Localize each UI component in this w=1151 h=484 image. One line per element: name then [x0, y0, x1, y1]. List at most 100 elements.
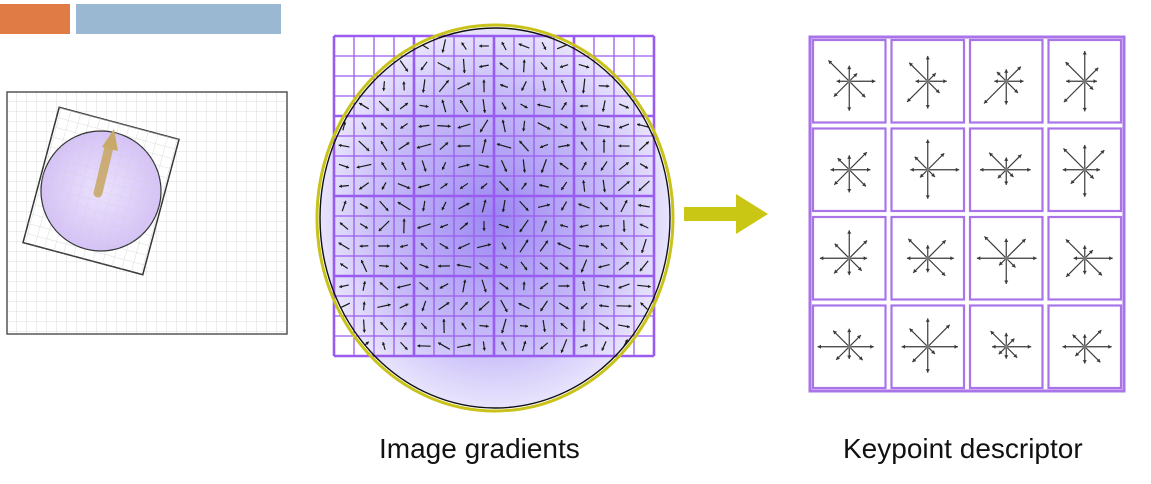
gradient-arrow [399, 244, 409, 248]
gradient-arrow [477, 243, 491, 249]
gradient-arrow [358, 102, 370, 110]
gradient-arrow [379, 200, 389, 212]
gradient-arrow [560, 181, 568, 191]
gradient-arrow [378, 220, 390, 232]
gradient-arrow [482, 341, 486, 351]
gradient-arrow [519, 219, 529, 233]
image-gradients-diagram [315, 23, 675, 413]
gradient-arrow [381, 182, 387, 190]
gradient-arrow [581, 280, 586, 292]
gradient-arrow [359, 203, 369, 209]
orientation-histogram-icon [906, 55, 947, 109]
gradient-arrow [419, 263, 429, 269]
gradient-arrow [539, 183, 549, 188]
gradient-arrow [558, 143, 570, 148]
gradient-arrow [601, 100, 606, 112]
gradient-arrow [457, 144, 471, 148]
gradient-arrow [459, 182, 469, 190]
gradient-arrow [639, 223, 649, 229]
gradient-arrow [399, 60, 409, 72]
gradient-arrow [399, 303, 409, 309]
gradient-arrow [580, 302, 588, 310]
gradient-arrow [519, 324, 529, 328]
gradient-arrow [481, 279, 487, 293]
gradient-arrow [439, 242, 449, 250]
gradient-arrow [578, 63, 590, 69]
gradient-arrow [599, 304, 609, 308]
descriptor-cell [890, 38, 966, 124]
gradient-arrow [381, 161, 387, 171]
gradient-arrow [560, 123, 568, 129]
gradient-arrow [518, 302, 530, 310]
gradient-arrow [437, 124, 451, 128]
header-accent-blue [76, 4, 281, 34]
gradient-arrow [618, 261, 630, 271]
descriptor-cell [1047, 38, 1123, 124]
gradient-arrow [402, 81, 406, 91]
gradient-arrow [438, 264, 450, 268]
gradient-arrow [420, 61, 428, 71]
gradient-arrow [338, 143, 350, 148]
gradient-arrow [520, 261, 528, 271]
gradient-arrow [479, 119, 489, 133]
gradient-arrow [478, 164, 490, 169]
gradient-arrow [499, 180, 509, 192]
gaussian-window-inner [319, 27, 671, 409]
gradient-arrow [582, 320, 586, 332]
gradient-arrow [421, 300, 427, 312]
gradient-arrow [417, 223, 431, 229]
gradient-arrow [579, 224, 589, 229]
gradient-arrow [361, 122, 367, 130]
gradient-arrow [479, 64, 489, 69]
gradient-arrow [599, 201, 609, 211]
gradient-arrow [522, 59, 526, 73]
descriptor-cell [811, 38, 887, 124]
gradient-arrow [518, 140, 530, 152]
gradient-arrow [400, 123, 408, 129]
gradient-arrow [399, 262, 409, 270]
gradient-arrow [602, 179, 607, 193]
gradient-arrow [419, 104, 429, 108]
gradient-arrow [638, 203, 650, 208]
gradient-arrow [522, 159, 527, 173]
gradient-arrow [358, 182, 370, 190]
orientation-histogram-icon [830, 151, 871, 193]
gradient-arrow [560, 339, 568, 353]
gradient-arrow [580, 343, 588, 348]
gradient-arrow [380, 122, 388, 130]
gradient-arrow [640, 302, 648, 310]
gradient-arrow [622, 220, 626, 232]
gradient-arrow [539, 262, 549, 270]
gradient-arrow [618, 180, 630, 192]
gradient-arrow [581, 161, 587, 171]
gradient-arrow [421, 200, 426, 212]
gradient-arrow [559, 302, 569, 310]
gradient-arrow [601, 341, 607, 351]
gradient-arrow [501, 102, 507, 110]
gradient-arrow [539, 240, 549, 252]
gradient-arrow [456, 343, 472, 349]
gradient-arrow [356, 163, 372, 169]
gradient-arrow [639, 163, 649, 169]
gradient-arrow [457, 242, 471, 250]
gradient-arrow [397, 283, 411, 289]
gradient-arrow [441, 201, 447, 211]
gradient-arrow [618, 283, 630, 289]
gradient-arrow [478, 301, 490, 311]
gradient-arrow [401, 322, 407, 330]
gradient-arrow [560, 322, 568, 330]
gradient-arrow [482, 99, 487, 113]
orientation-arrow-icon [93, 129, 118, 198]
gradient-arrow [638, 180, 650, 192]
gradient-arrow [401, 161, 407, 171]
gradient-arrow [559, 223, 569, 228]
header-accent-orange [0, 4, 70, 34]
gradient-arrow [501, 199, 506, 213]
gradient-arrow [338, 242, 350, 250]
descriptor-cell [968, 304, 1044, 390]
gradient-arrow [439, 141, 449, 151]
gradient-arrow [437, 61, 451, 71]
gradient-arrow [500, 299, 508, 313]
gradient-arrow [499, 83, 509, 88]
gradient-arrow [618, 161, 630, 171]
